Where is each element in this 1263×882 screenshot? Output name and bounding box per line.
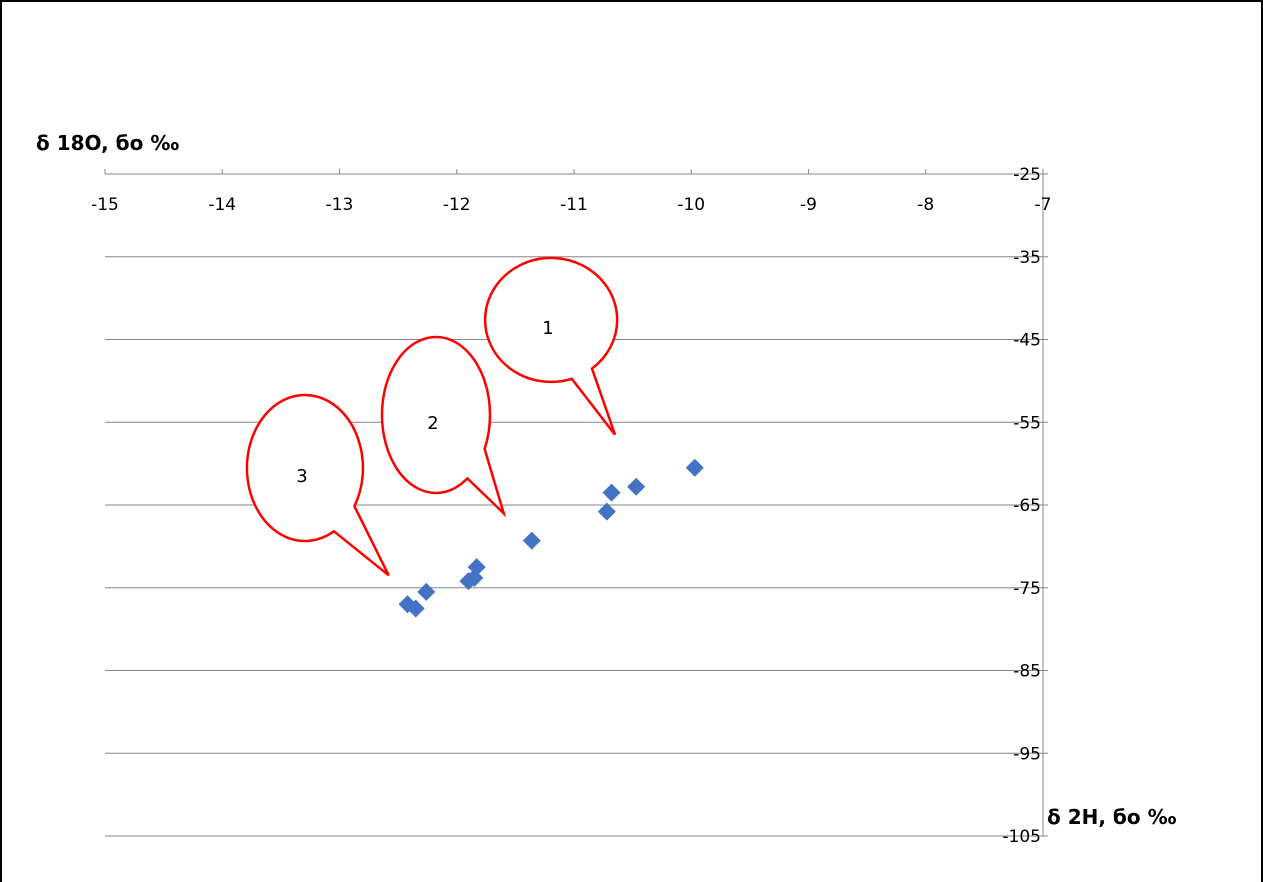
data-points [398, 458, 704, 618]
y-tick-label: -35 [1013, 248, 1041, 268]
data-point [522, 531, 541, 550]
data-point [467, 558, 486, 577]
axes [104, 169, 1048, 837]
data-point [597, 502, 616, 521]
y-tick-labels: -25 -35 -45 -55 -65 -75 -85 -95 -105 [1002, 165, 1041, 847]
y-tick-label: -25 [1013, 165, 1041, 185]
callout-bubble [380, 335, 507, 518]
x-axis-title: δ 2H, бо ‰ [1047, 805, 1177, 829]
x-tick-label: -10 [677, 195, 705, 215]
y-tick-label: -75 [1013, 579, 1041, 599]
x-tick-label: -11 [560, 195, 588, 215]
callout-label: 1 [542, 318, 553, 339]
x-tick-label: -7 [1035, 195, 1052, 215]
x-tick-labels: -15 -14 -13 -12 -11 -10 -9 -8 -7 [91, 195, 1051, 215]
x-tick-label: -9 [800, 195, 817, 215]
data-point [627, 477, 646, 496]
y-tick-label: -55 [1013, 413, 1041, 433]
callout-bubble [483, 256, 619, 436]
data-point [406, 599, 425, 618]
x-tick-label: -14 [208, 195, 236, 215]
x-tick-label: -15 [91, 195, 119, 215]
y-tick-label: -45 [1013, 331, 1041, 351]
callouts: 1 2 3 [245, 256, 619, 577]
y-tick-label: -65 [1013, 496, 1041, 516]
callout-bubble [245, 393, 390, 577]
y-tick-label: -85 [1013, 662, 1041, 682]
y-tick-label: -95 [1013, 744, 1041, 764]
data-point [602, 483, 621, 502]
y-tick-label: -105 [1002, 827, 1041, 847]
x-tick-label: -13 [326, 195, 354, 215]
x-tick-label: -8 [917, 195, 934, 215]
callout-label: 3 [296, 466, 307, 487]
data-point [417, 582, 436, 601]
callout-label: 2 [427, 413, 438, 434]
x-tick-label: -12 [443, 195, 471, 215]
y-axis-title: δ 18O, бо ‰ [36, 131, 179, 155]
data-point [685, 458, 704, 477]
